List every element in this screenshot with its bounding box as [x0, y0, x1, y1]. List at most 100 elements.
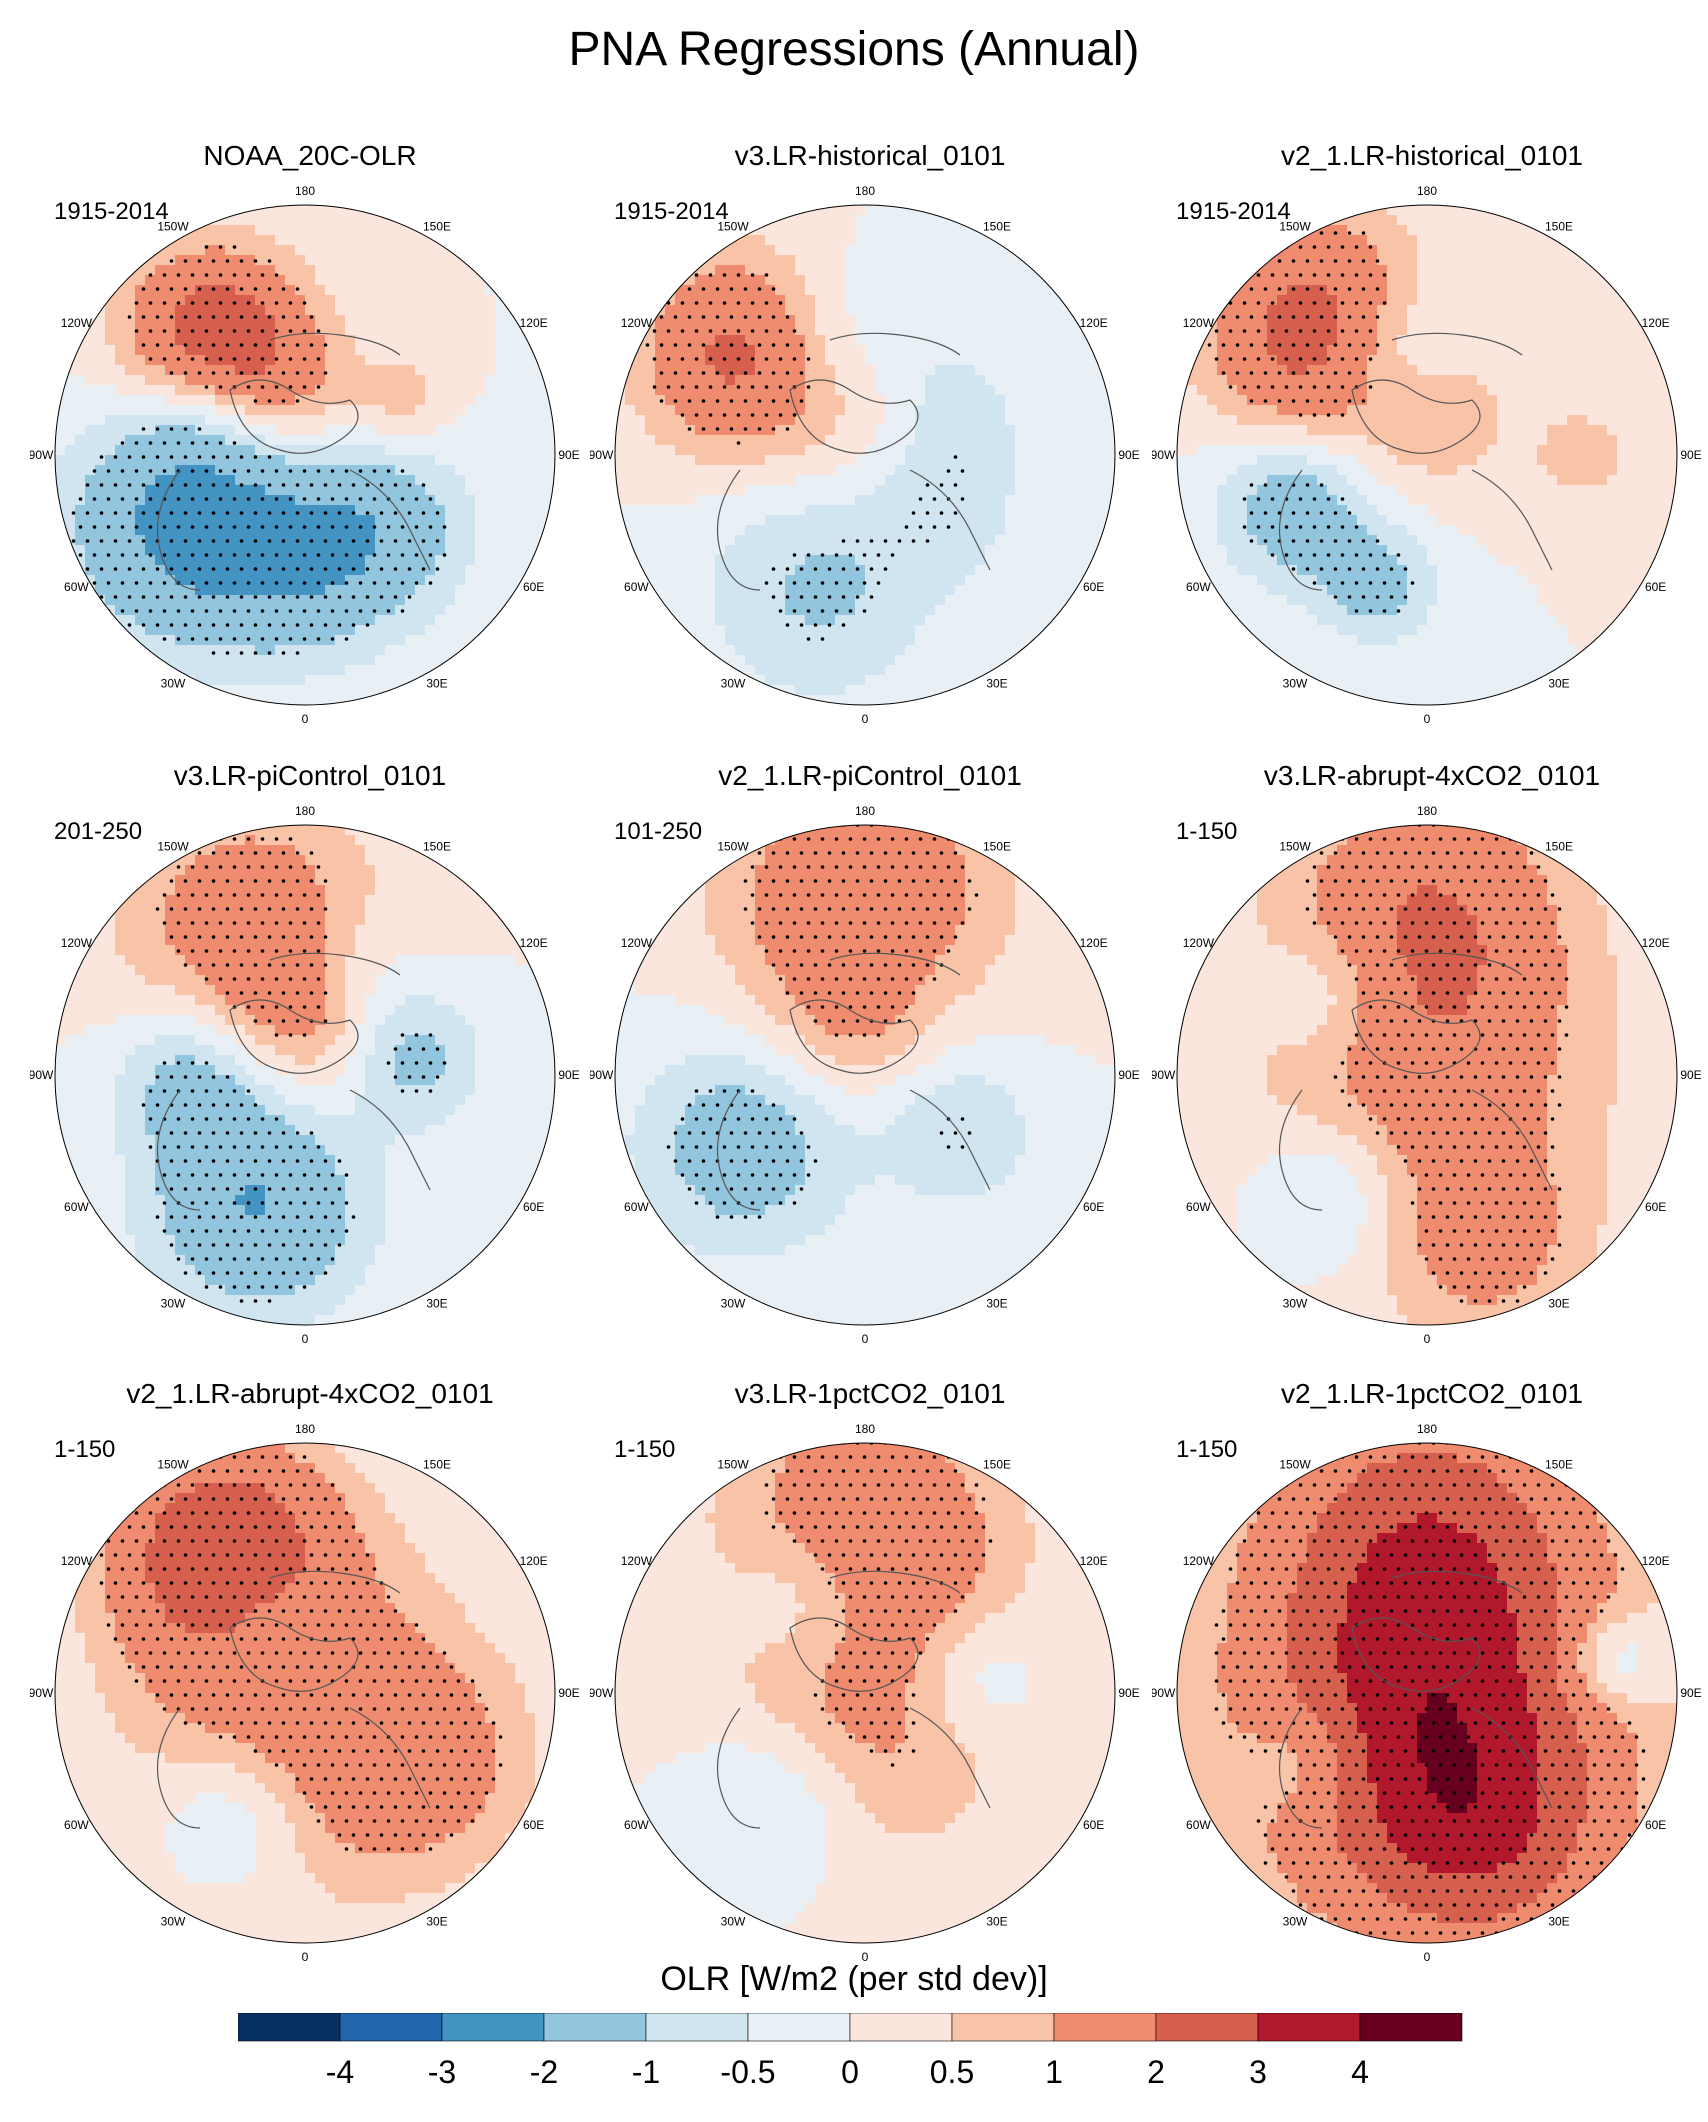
field-cell — [285, 405, 296, 416]
field-cell — [175, 345, 186, 356]
field-cell — [745, 475, 756, 486]
field-cell — [305, 585, 316, 596]
field-cell — [735, 525, 746, 536]
field-cell — [485, 455, 496, 466]
field-cell — [205, 315, 216, 326]
field-cell — [415, 375, 426, 386]
field-cell — [1005, 335, 1016, 346]
field-cell — [455, 265, 466, 276]
field-cell — [1075, 305, 1086, 316]
field-cell — [1035, 535, 1046, 546]
field-cell — [175, 655, 186, 666]
field-cell — [125, 465, 136, 476]
field-cell — [715, 465, 726, 476]
field-cell — [695, 295, 706, 306]
field-cell — [515, 215, 526, 226]
field-cell — [1035, 225, 1046, 236]
field-cell — [685, 335, 696, 346]
field-cell — [205, 445, 216, 456]
field-cell — [55, 415, 66, 426]
field-cell — [975, 285, 986, 296]
field-cell — [305, 325, 316, 336]
field-cell — [875, 535, 886, 546]
field-cell — [385, 445, 396, 456]
field-cell — [515, 255, 526, 266]
field-cell — [115, 505, 126, 516]
field-cell — [835, 515, 846, 526]
field-cell — [815, 345, 826, 356]
significance-dot — [365, 567, 370, 571]
field-cell — [715, 295, 726, 306]
field-cell — [745, 525, 756, 536]
field-cell — [395, 485, 406, 496]
field-cell — [235, 495, 246, 506]
field-cell — [1085, 525, 1096, 536]
field-cell — [115, 455, 126, 466]
field-cell — [835, 395, 846, 406]
field-cell — [945, 485, 956, 496]
field-cell — [395, 495, 406, 506]
field-cell — [205, 635, 216, 646]
field-cell — [785, 565, 796, 576]
field-cell — [705, 335, 716, 346]
field-cell — [265, 205, 276, 216]
field-cell — [85, 445, 96, 456]
field-cell — [455, 235, 466, 246]
field-cell — [805, 425, 816, 436]
field-cell — [415, 575, 426, 586]
field-cell — [265, 665, 276, 676]
field-cell — [895, 555, 906, 566]
field-cell — [405, 615, 416, 626]
field-cell — [525, 345, 536, 356]
field-cell — [965, 555, 976, 566]
field-cell — [1095, 445, 1106, 456]
significance-dot — [113, 567, 118, 571]
field-cell — [85, 495, 96, 506]
field-cell — [265, 245, 276, 256]
field-cell — [435, 505, 446, 516]
field-cell — [735, 315, 746, 326]
field-cell — [105, 335, 116, 346]
field-cell — [1095, 285, 1106, 296]
field-cell — [815, 315, 826, 326]
field-cell — [885, 265, 896, 276]
field-cell — [505, 545, 516, 556]
field-cell — [215, 615, 226, 626]
field-cell — [375, 225, 386, 236]
field-cell — [345, 385, 356, 396]
field-cell — [355, 235, 366, 246]
field-cell — [885, 435, 896, 446]
field-cell — [1085, 215, 1096, 226]
field-cell — [395, 515, 406, 526]
field-cell — [315, 605, 326, 616]
field-cell — [505, 265, 516, 276]
field-cell — [185, 485, 196, 496]
significance-dot — [253, 623, 258, 627]
field-cell — [415, 495, 426, 506]
significance-dot — [372, 497, 377, 501]
field-cell — [515, 605, 526, 616]
field-cell — [525, 595, 536, 606]
significance-dot — [204, 469, 209, 473]
field-cell — [205, 425, 216, 436]
significance-dot — [253, 399, 258, 403]
field-cell — [185, 585, 196, 596]
field-cell — [275, 405, 286, 416]
significance-dot — [414, 497, 419, 501]
field-cell — [955, 545, 966, 556]
field-cell — [365, 295, 376, 306]
field-cell — [925, 345, 936, 356]
field-cell — [1055, 395, 1066, 406]
field-cell — [765, 365, 776, 376]
significance-dot — [155, 343, 160, 347]
field-cell — [515, 245, 526, 256]
field-cell — [435, 275, 446, 286]
field-cell — [1025, 495, 1036, 506]
field-cell — [135, 345, 146, 356]
field-cell — [945, 345, 956, 356]
field-cell — [75, 365, 86, 376]
field-cell — [175, 435, 186, 446]
significance-dot — [260, 385, 265, 389]
field-cell — [1055, 445, 1066, 456]
field-cell — [705, 435, 716, 446]
